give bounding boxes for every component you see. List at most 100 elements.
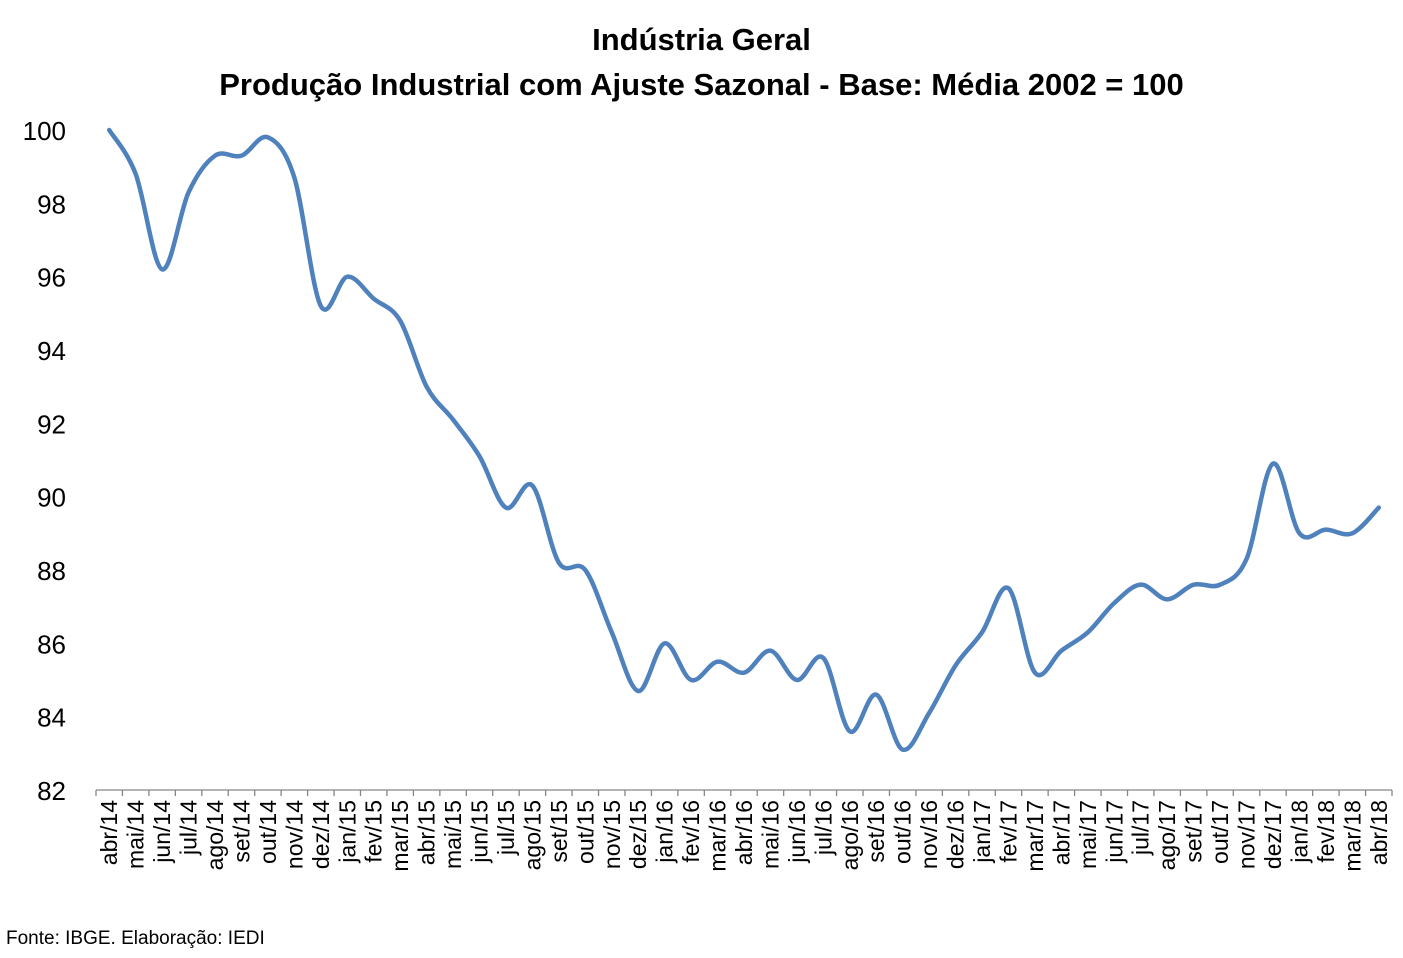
- x-tick-label: set/16: [863, 800, 889, 863]
- data-point: [1165, 597, 1169, 601]
- x-tick-label: fev/16: [678, 800, 704, 863]
- x-tick-label: dez/16: [943, 800, 969, 869]
- data-point: [398, 319, 402, 323]
- x-tick-label: ago/16: [837, 800, 863, 870]
- y-tick-label: 94: [37, 336, 66, 366]
- data-point: [187, 190, 191, 194]
- chart-subtitle: Produção Industrial com Ajuste Sazonal -…: [219, 67, 1184, 102]
- data-point: [716, 660, 720, 664]
- y-tick-label: 100: [23, 116, 66, 146]
- x-tick-label: fev/18: [1313, 800, 1339, 863]
- x-tick-label: jun/17: [1101, 800, 1127, 864]
- data-point: [239, 154, 243, 158]
- x-tick-label: out/15: [572, 800, 598, 864]
- x-tick-label: mai/16: [757, 800, 783, 869]
- data-point: [134, 172, 138, 176]
- x-tick-label: nov/16: [916, 800, 942, 869]
- data-point: [768, 649, 772, 653]
- y-tick-label: 90: [37, 483, 66, 513]
- data-point: [478, 454, 482, 458]
- x-tick-label: mar/16: [705, 800, 731, 872]
- chart-title: Indústria Geral: [592, 22, 811, 57]
- x-tick-label: nov/17: [1234, 800, 1260, 869]
- data-point: [345, 275, 349, 279]
- x-tick-label: mai/14: [123, 800, 149, 869]
- x-tick-label: fev/15: [361, 800, 387, 863]
- x-tick-label: jun/14: [149, 800, 175, 864]
- x-tick-label: jan/16: [652, 800, 678, 864]
- y-tick-label: 88: [37, 556, 66, 586]
- x-tick-label: ago/15: [519, 800, 545, 870]
- data-point: [1377, 506, 1381, 510]
- data-point: [980, 630, 984, 634]
- x-tick-label: out/14: [255, 800, 281, 864]
- x-tick-label: ago/14: [202, 800, 228, 871]
- x-tick-label: jun/15: [467, 800, 493, 864]
- data-point: [795, 678, 799, 682]
- data-point: [742, 671, 746, 675]
- data-point: [927, 711, 931, 715]
- data-point: [1033, 671, 1037, 675]
- data-point: [689, 678, 693, 682]
- x-tick-label: dez/17: [1260, 800, 1286, 869]
- data-point: [1112, 601, 1116, 605]
- x-tick-label: abr/17: [1048, 800, 1074, 865]
- x-tick-label: mai/17: [1075, 800, 1101, 869]
- data-point: [821, 656, 825, 660]
- x-tick-label: abr/18: [1366, 800, 1392, 865]
- x-tick-label: set/15: [546, 800, 572, 863]
- x-tick-label: nov/14: [281, 800, 307, 869]
- data-point: [1245, 557, 1249, 561]
- data-point: [1192, 583, 1196, 587]
- data-point: [583, 568, 587, 572]
- data-point: [160, 267, 164, 271]
- x-tick-label: out/17: [1207, 800, 1233, 864]
- data-point: [372, 297, 376, 301]
- x-tick-label: jun/16: [784, 800, 810, 864]
- data-point: [1297, 531, 1301, 535]
- x-tick-label: jan/18: [1286, 800, 1312, 864]
- data-point: [663, 641, 667, 645]
- data-point: [266, 135, 270, 139]
- source-note: Fonte: IBGE. Elaboração: IEDI: [6, 928, 265, 949]
- data-point: [107, 128, 111, 132]
- x-tick-label: abr/15: [414, 800, 440, 865]
- y-tick-label: 86: [37, 629, 66, 659]
- data-point: [848, 729, 852, 733]
- x-tick-label: jul/17: [1128, 800, 1154, 856]
- y-tick-label: 82: [37, 776, 66, 806]
- data-point: [1324, 528, 1328, 532]
- data-point: [636, 689, 640, 693]
- data-point: [557, 561, 561, 565]
- x-tick-label: ago/17: [1154, 800, 1180, 870]
- data-point: [425, 385, 429, 389]
- x-tick-label: jan/15: [334, 800, 360, 864]
- data-point: [1218, 583, 1222, 587]
- y-tick-label: 84: [37, 703, 66, 733]
- data-point: [292, 176, 296, 180]
- x-tick-label: nov/15: [599, 800, 625, 869]
- data-point: [504, 506, 508, 510]
- x-tick-label: mar/17: [1022, 800, 1048, 872]
- x-tick-label: abr/14: [96, 800, 122, 865]
- x-tick-label: abr/16: [731, 800, 757, 865]
- x-tick-label: out/16: [890, 800, 916, 864]
- data-point: [1350, 531, 1354, 535]
- x-tick-label: mai/15: [440, 800, 466, 869]
- x-tick-label: jul/15: [493, 800, 519, 856]
- data-point: [1271, 462, 1275, 466]
- data-point: [1059, 649, 1063, 653]
- data-point: [954, 663, 958, 667]
- x-tick-label: jul/14: [176, 800, 202, 856]
- data-point: [874, 693, 878, 697]
- data-point: [319, 304, 323, 308]
- x-tick-label: dez/15: [625, 800, 651, 869]
- x-tick-label: fev/17: [995, 800, 1021, 863]
- x-tick-label: set/17: [1181, 800, 1207, 863]
- y-tick-label: 92: [37, 409, 66, 439]
- x-tick-label: jan/17: [969, 800, 995, 864]
- data-point: [1006, 586, 1010, 590]
- series-line: [106, 127, 1382, 752]
- data-point: [901, 748, 905, 752]
